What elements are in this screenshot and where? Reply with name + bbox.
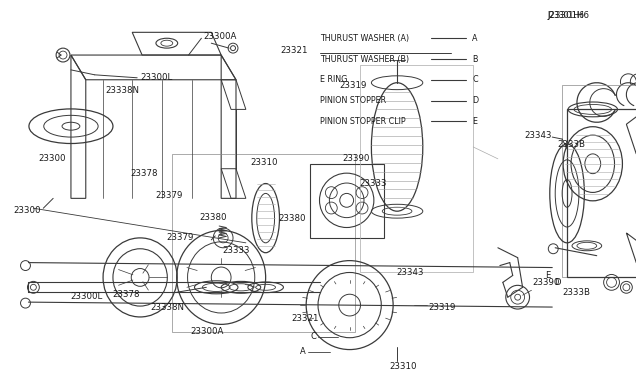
- Text: 23300: 23300: [38, 154, 66, 163]
- Text: 23310: 23310: [389, 362, 417, 371]
- Text: 23380: 23380: [200, 213, 227, 222]
- Text: 2333B: 2333B: [557, 140, 585, 148]
- Text: 23333: 23333: [360, 179, 387, 188]
- Text: 23380: 23380: [278, 214, 306, 222]
- Text: 23319: 23319: [429, 302, 456, 312]
- Text: 23338N: 23338N: [150, 302, 184, 312]
- Text: 23390: 23390: [342, 154, 369, 163]
- Text: 23378: 23378: [113, 290, 140, 299]
- Text: B: B: [472, 55, 477, 64]
- Text: 23321: 23321: [292, 314, 319, 323]
- Text: 23300L: 23300L: [140, 73, 172, 82]
- Text: 23343: 23343: [525, 131, 552, 140]
- Text: 23321: 23321: [281, 46, 308, 55]
- Text: 23300A: 23300A: [190, 327, 224, 336]
- Bar: [172, 154, 355, 332]
- Text: 23378: 23378: [131, 169, 157, 178]
- Text: D: D: [554, 278, 561, 287]
- Text: E: E: [472, 117, 477, 126]
- Text: A: A: [300, 347, 306, 356]
- Text: J23301H6: J23301H6: [548, 11, 589, 20]
- Text: D: D: [472, 96, 478, 105]
- Text: 23379: 23379: [167, 233, 194, 243]
- Text: E RING: E RING: [320, 75, 348, 84]
- Text: J23301H6: J23301H6: [548, 11, 585, 20]
- Bar: [562, 85, 640, 278]
- Text: C: C: [310, 332, 316, 341]
- Text: 23319: 23319: [339, 81, 366, 90]
- Text: 23310: 23310: [250, 158, 278, 167]
- Bar: [360, 65, 473, 272]
- Text: THURUST WASHER (B): THURUST WASHER (B): [320, 55, 409, 64]
- Text: THURUST WASHER (A): THURUST WASHER (A): [320, 34, 409, 43]
- Bar: [310, 164, 384, 238]
- Text: 23343: 23343: [396, 268, 424, 277]
- Text: 23300A: 23300A: [204, 32, 237, 41]
- Text: C: C: [472, 75, 478, 84]
- Text: 2333B: 2333B: [562, 288, 590, 297]
- Text: 23300: 23300: [13, 206, 41, 215]
- Text: 23338N: 23338N: [105, 86, 139, 95]
- Text: 23300L: 23300L: [70, 292, 102, 301]
- Text: A: A: [472, 34, 477, 43]
- Text: 23333: 23333: [222, 246, 250, 255]
- Text: 23379: 23379: [156, 191, 183, 200]
- Text: PINION STOPPER CLIP: PINION STOPPER CLIP: [320, 117, 406, 126]
- Text: PINION STOPPER: PINION STOPPER: [320, 96, 386, 105]
- Text: E: E: [545, 271, 550, 280]
- Text: 23390: 23390: [532, 278, 560, 287]
